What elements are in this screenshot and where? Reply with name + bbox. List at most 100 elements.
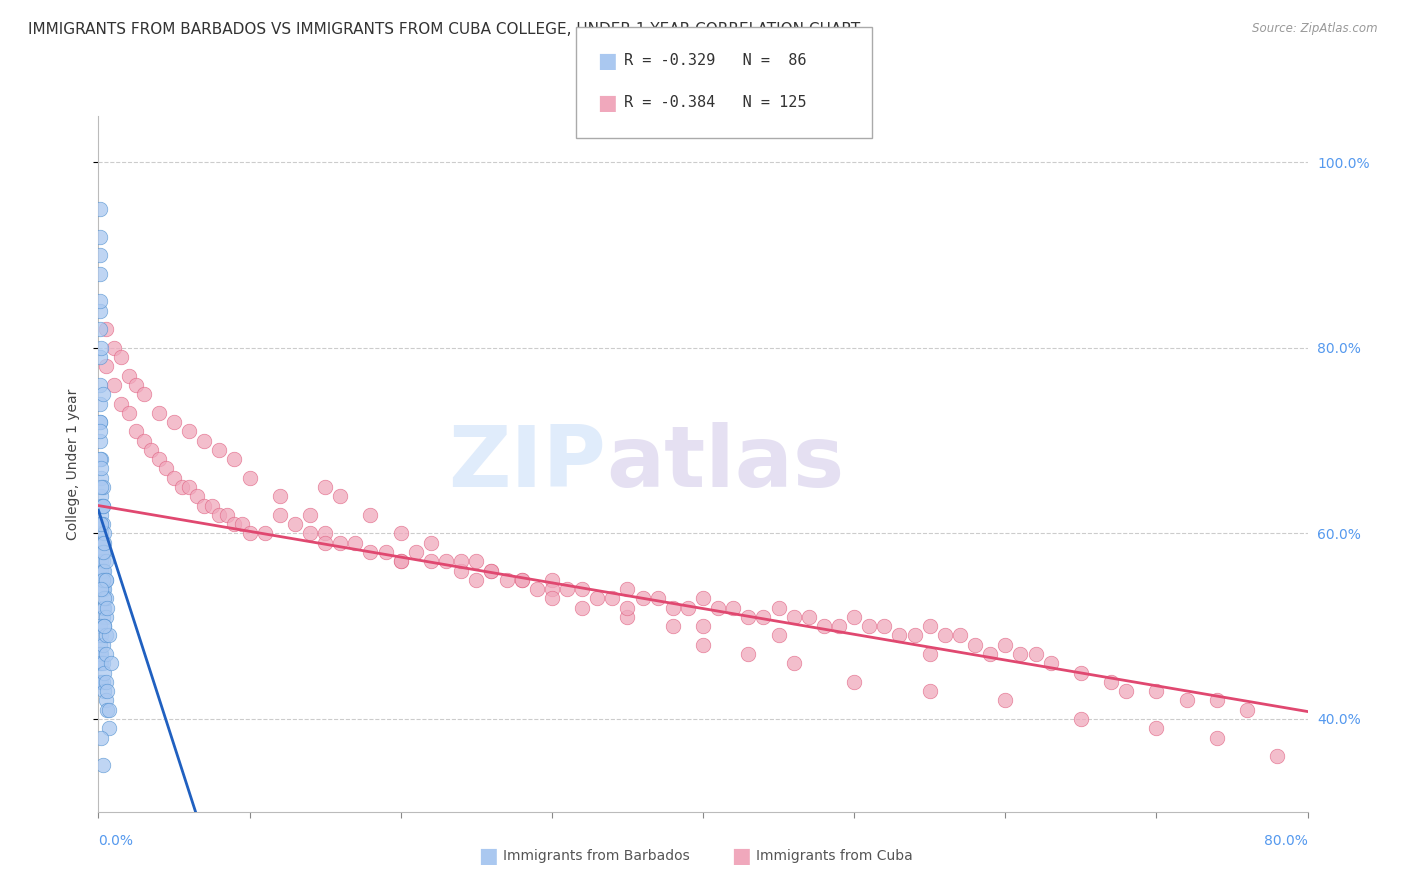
Point — [90, 341, 112, 355]
Point — [844, 610, 866, 624]
Point — [100, 657, 122, 671]
Point — [828, 619, 851, 633]
Point — [889, 628, 911, 642]
Point — [269, 508, 291, 522]
Point — [90, 535, 112, 549]
Point — [616, 582, 638, 596]
Point — [208, 442, 231, 457]
Point — [299, 526, 322, 541]
Point — [94, 674, 117, 689]
Point — [813, 619, 835, 633]
Point — [91, 564, 114, 578]
Point — [526, 582, 548, 596]
Point — [994, 638, 1017, 652]
Point — [465, 573, 488, 587]
Point — [94, 573, 117, 587]
Point — [148, 406, 170, 420]
Point — [93, 665, 115, 680]
Y-axis label: College, Under 1 year: College, Under 1 year — [66, 388, 80, 540]
Point — [125, 378, 148, 392]
Point — [768, 600, 790, 615]
Text: ■: ■ — [598, 93, 617, 112]
Text: ■: ■ — [478, 847, 498, 866]
Point — [89, 647, 111, 661]
Point — [132, 387, 155, 401]
Point — [148, 452, 170, 467]
Point — [90, 573, 112, 587]
Point — [94, 693, 117, 707]
Point — [389, 554, 412, 568]
Point — [662, 600, 685, 615]
Point — [96, 600, 118, 615]
Point — [269, 489, 291, 503]
Point — [125, 425, 148, 439]
Point — [481, 564, 503, 578]
Point — [1206, 693, 1229, 707]
Point — [89, 350, 111, 364]
Point — [118, 406, 141, 420]
Point — [98, 721, 121, 735]
Point — [89, 415, 111, 429]
Point — [110, 350, 132, 364]
Point — [374, 545, 396, 559]
Point — [132, 434, 155, 448]
Point — [93, 684, 115, 698]
Point — [434, 554, 457, 568]
Point — [1070, 665, 1092, 680]
Point — [918, 647, 941, 661]
Point — [98, 703, 121, 717]
Point — [389, 554, 412, 568]
Point — [90, 545, 112, 559]
Point — [90, 480, 112, 494]
Point — [495, 573, 517, 587]
Point — [93, 591, 115, 606]
Point — [1070, 712, 1092, 726]
Point — [465, 554, 488, 568]
Point — [89, 229, 111, 244]
Point — [93, 535, 115, 549]
Text: 80.0%: 80.0% — [1264, 834, 1308, 848]
Point — [215, 508, 238, 522]
Point — [616, 610, 638, 624]
Point — [239, 526, 262, 541]
Point — [737, 647, 759, 661]
Point — [314, 480, 336, 494]
Point — [844, 674, 866, 689]
Point — [737, 610, 759, 624]
Point — [89, 294, 111, 309]
Point — [918, 619, 941, 633]
Point — [90, 517, 112, 532]
Point — [118, 368, 141, 383]
Point — [647, 591, 669, 606]
Text: atlas: atlas — [606, 422, 845, 506]
Point — [571, 582, 593, 596]
Point — [91, 499, 114, 513]
Point — [949, 628, 972, 642]
Text: ■: ■ — [598, 51, 617, 70]
Point — [91, 657, 114, 671]
Point — [155, 461, 177, 475]
Point — [90, 657, 112, 671]
Point — [90, 499, 112, 513]
Point — [103, 341, 125, 355]
Point — [1039, 657, 1062, 671]
Point — [1206, 731, 1229, 745]
Point — [94, 573, 117, 587]
Point — [91, 600, 114, 615]
Point — [93, 582, 115, 596]
Point — [360, 508, 382, 522]
Point — [224, 517, 246, 532]
Text: IMMIGRANTS FROM BARBADOS VS IMMIGRANTS FROM CUBA COLLEGE, UNDER 1 YEAR CORRELATI: IMMIGRANTS FROM BARBADOS VS IMMIGRANTS F… — [28, 22, 860, 37]
Point — [1267, 749, 1289, 764]
Text: ZIP: ZIP — [449, 422, 606, 506]
Point — [94, 322, 117, 336]
Point — [676, 600, 699, 615]
Point — [89, 378, 111, 392]
Point — [93, 526, 115, 541]
Point — [94, 628, 117, 642]
Point — [540, 573, 562, 587]
Point — [91, 554, 114, 568]
Point — [1010, 647, 1032, 661]
Point — [90, 461, 112, 475]
Point — [90, 452, 112, 467]
